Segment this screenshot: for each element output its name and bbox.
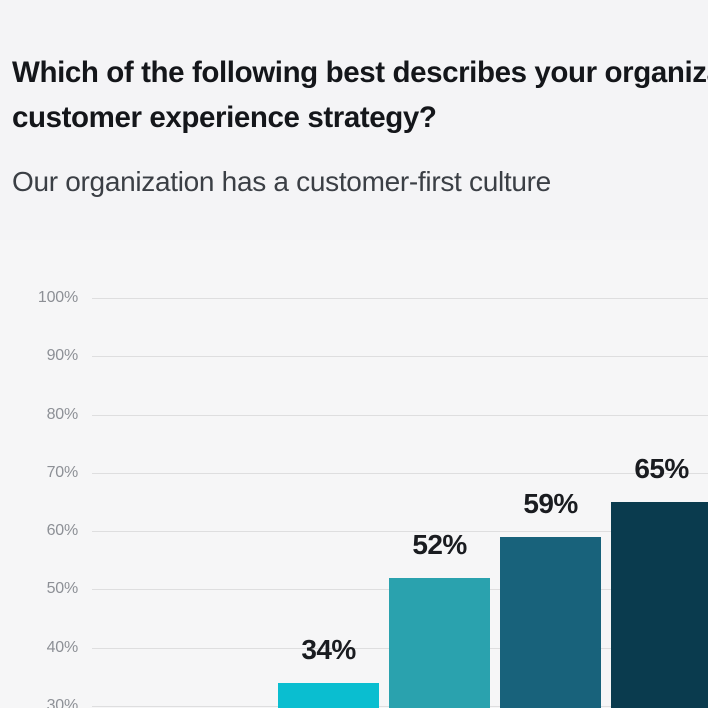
y-axis-tick-label: 80% [46, 405, 79, 423]
bar[interactable] [278, 682, 379, 708]
gridline [92, 531, 708, 533]
bar-value-label: 52% [412, 528, 467, 560]
bar[interactable] [389, 577, 490, 708]
gridline [92, 298, 708, 299]
y-axis-tick-label: 40% [46, 638, 79, 656]
y-axis-tick-label: 60% [46, 522, 79, 540]
bar-value-label: 65% [634, 453, 689, 484]
bar-group[interactable]: 65% [611, 240, 708, 708]
gridline [92, 414, 708, 416]
bar-group[interactable]: 59% [500, 240, 601, 708]
bar-group[interactable]: 52% [389, 240, 490, 708]
y-axis-tick-label: 50% [46, 580, 79, 598]
gridline [92, 356, 708, 358]
y-axis-tick-label: 100% [37, 289, 78, 306]
bar-series: 34% 52% 59% 65% [0, 240, 708, 708]
bar[interactable] [500, 536, 601, 708]
bar-group[interactable]: 34% [278, 240, 379, 708]
y-axis-tick-label: 90% [46, 347, 79, 365]
y-axis-tick-label: 30% [46, 697, 79, 708]
y-axis-tick-label: 70% [46, 463, 79, 481]
bar-value-label: 34% [301, 633, 356, 665]
bar-chart-plot-area: 100% 90% 80% 70% 60% 50% 40% 30% 34% 52% 59% 65% [0, 240, 708, 708]
chart-subtitle: Our organization has a customer-first cu… [12, 166, 551, 197]
gridline [92, 472, 708, 474]
page-title: Which of the following best describes yo… [12, 56, 708, 134]
bar-value-label: 59% [523, 487, 578, 519]
bar[interactable] [611, 502, 708, 708]
